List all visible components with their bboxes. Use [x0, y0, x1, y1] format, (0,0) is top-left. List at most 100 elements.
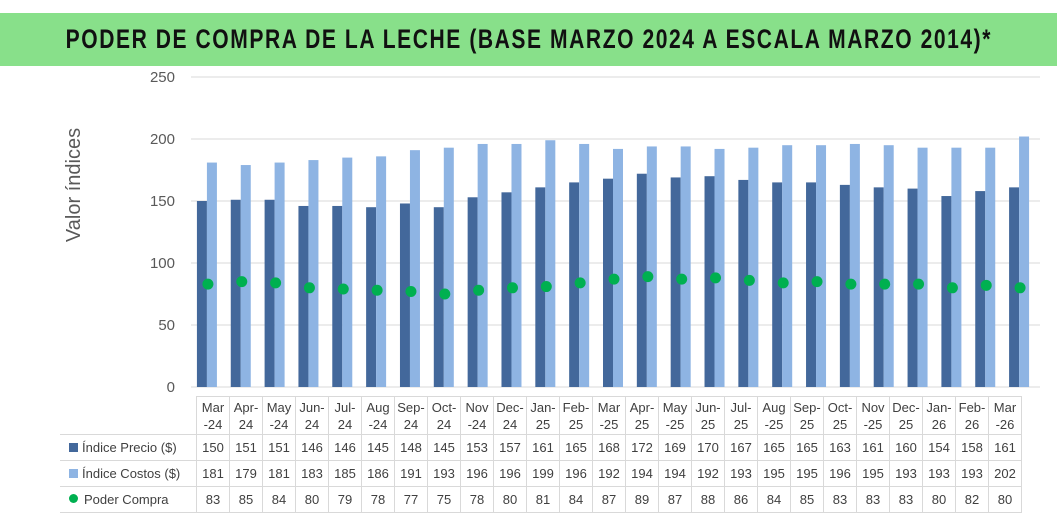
table-cell: 80 [295, 486, 329, 513]
table-cell: 191 [394, 460, 428, 487]
table-cell: 165 [559, 434, 593, 461]
bar-precio [772, 182, 783, 387]
y-tick-label: 100 [150, 255, 175, 272]
y-tick-label: 150 [150, 193, 175, 210]
bar-costos [883, 145, 894, 387]
point-poder-compra [743, 274, 755, 286]
table-cell: 172 [625, 434, 659, 461]
bar-costos [951, 147, 962, 387]
point-poder-compra [980, 279, 992, 291]
table-cell: 160 [889, 434, 923, 461]
category-label: Aug -25 [757, 396, 791, 435]
table-cell: 161 [526, 434, 560, 461]
point-poder-compra [236, 276, 248, 288]
table-cell: 146 [328, 434, 362, 461]
bar-costos [342, 157, 353, 387]
table-cell: 146 [295, 434, 329, 461]
point-poder-compra [777, 277, 789, 289]
bar-precio [873, 187, 884, 387]
bar-costos [985, 147, 996, 387]
point-poder-compra [676, 273, 688, 285]
table-cell: 78 [460, 486, 494, 513]
category-label: Oct- 24 [427, 396, 461, 435]
point-poder-compra [506, 282, 518, 294]
category-label: Jul- 24 [328, 396, 362, 435]
bar-costos [308, 160, 319, 387]
legend-dot-icon [69, 494, 78, 503]
table-corner [60, 396, 197, 435]
point-poder-compra [574, 277, 586, 289]
table-cell: 183 [295, 460, 329, 487]
table-cell: 169 [658, 434, 692, 461]
bar-costos [409, 150, 420, 387]
table-cell: 81 [526, 486, 560, 513]
bar-precio [230, 199, 241, 387]
table-cell: 157 [493, 434, 527, 461]
category-label: Mar -25 [592, 396, 626, 435]
table-cell: 89 [625, 486, 659, 513]
bar-costos [545, 140, 556, 387]
table-cell: 82 [955, 486, 989, 513]
bar-costos [579, 143, 590, 387]
point-poder-compra [540, 281, 552, 293]
chart-title: PODER DE COMPRA DE LA LECHE (BASE MARZO … [65, 24, 992, 54]
bar-costos [680, 146, 691, 387]
point-poder-compra [371, 284, 383, 296]
table-cell: 163 [823, 434, 857, 461]
table-cell: 151 [229, 434, 263, 461]
table-cell: 80 [493, 486, 527, 513]
table-cell: 88 [691, 486, 725, 513]
bar-costos [782, 145, 793, 387]
bar-costos [816, 145, 827, 387]
table-cell: 196 [823, 460, 857, 487]
table-cell: 150 [196, 434, 230, 461]
bar-costos [1019, 136, 1030, 387]
bar-precio [433, 207, 444, 387]
bar-costos [206, 162, 217, 387]
table-cell: 168 [592, 434, 626, 461]
y-axis-title: Valor índices [63, 128, 85, 242]
point-poder-compra [303, 282, 315, 294]
table-cell: 84 [559, 486, 593, 513]
table-cell: 83 [889, 486, 923, 513]
bar-precio [264, 199, 275, 387]
table-cell: 193 [955, 460, 989, 487]
bar-precio [399, 203, 410, 387]
point-poder-compra [845, 278, 857, 290]
table-cell: 85 [790, 486, 824, 513]
y-tick-label: 200 [150, 131, 175, 148]
table-cell: 80 [988, 486, 1022, 513]
table-cell: 181 [262, 460, 296, 487]
bar-precio [975, 191, 986, 387]
table-cell: 83 [196, 486, 230, 513]
bar-costos [240, 165, 251, 387]
category-label: Sep- 24 [394, 396, 428, 435]
category-label: Oct- 25 [823, 396, 857, 435]
category-label: Feb- 25 [559, 396, 593, 435]
category-label: Jul- 25 [724, 396, 758, 435]
category-label: Sep- 25 [790, 396, 824, 435]
table-cell: 194 [658, 460, 692, 487]
series-name: Poder Compra [84, 492, 169, 507]
data-table: Mar -24 Apr- 24 May -24 Jun- 24 Jul- 24 Aug -… [60, 396, 1022, 513]
table-cell: 196 [460, 460, 494, 487]
y-tick-label: 250 [150, 69, 175, 86]
table-cell: 145 [427, 434, 461, 461]
category-label: Mar -24 [196, 396, 230, 435]
legend-square-icon [69, 469, 78, 478]
category-label: Jan- 25 [526, 396, 560, 435]
table-cell: 165 [790, 434, 824, 461]
table-cell: 196 [493, 460, 527, 487]
point-poder-compra [473, 284, 485, 296]
table-cell: 202 [988, 460, 1022, 487]
point-poder-compra [879, 278, 891, 290]
table-row: Poder Compra 83 85 84 80 79 78 77 75 78 80 81 84 87 89… [60, 486, 1022, 513]
category-label: Jun- 25 [691, 396, 725, 435]
category-label: Mar -26 [988, 396, 1022, 435]
table-cell: 145 [361, 434, 395, 461]
legend-square-icon [69, 443, 78, 452]
table-cell: 158 [955, 434, 989, 461]
table-cell: 84 [262, 486, 296, 513]
table-cell: 185 [328, 460, 362, 487]
